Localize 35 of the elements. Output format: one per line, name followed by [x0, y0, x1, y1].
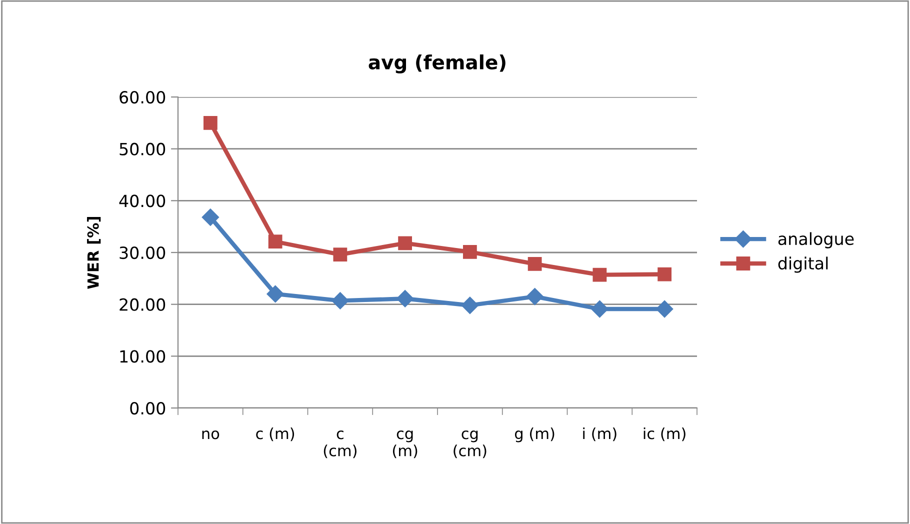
x-tick-label: cg (cm) [454, 430, 486, 458]
x-tick-label: c (cm) [324, 430, 356, 458]
point [461, 296, 478, 314]
point [266, 285, 284, 303]
y-tick-label: 40.00 [119, 194, 166, 208]
point [591, 300, 608, 318]
chart-title: avg (female) [368, 54, 506, 74]
y-tick-label: 0.00 [130, 402, 166, 415]
point [202, 208, 219, 226]
point [526, 288, 544, 306]
point [658, 267, 672, 282]
point [332, 292, 349, 310]
point [398, 236, 412, 250]
point [462, 245, 477, 259]
point [396, 290, 414, 308]
point [592, 268, 607, 282]
point [656, 300, 674, 318]
y-tick-label: 30.00 [120, 246, 166, 260]
point [268, 234, 282, 249]
y-axis-title: WER [%] [87, 216, 101, 289]
y-tick-label: 50.00 [120, 142, 166, 156]
point [528, 256, 542, 271]
point [203, 116, 218, 130]
legend-label: digital [778, 256, 828, 273]
x-tick-label: ic (m) [644, 427, 686, 442]
x-tick-label: c (m) [256, 427, 294, 442]
y-tick-label: 10.00 [120, 350, 166, 363]
x-tick-label: g (m) [514, 427, 554, 442]
x-tick-label: no [202, 430, 220, 440]
legend-label: analogue [778, 232, 854, 248]
y-tick-label: 20.00 [120, 298, 166, 311]
y-tick-label: 60.00 [120, 90, 166, 104]
x-tick-label: i (m) [583, 427, 616, 442]
x-tick-label: cg (m) [392, 430, 418, 458]
point [333, 248, 348, 262]
